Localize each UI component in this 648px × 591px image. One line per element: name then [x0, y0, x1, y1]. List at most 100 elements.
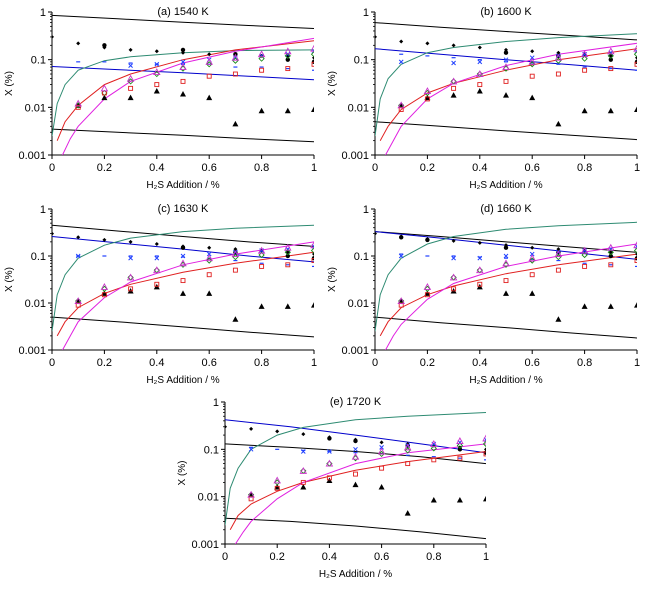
- y-axis-label: X (%): [327, 71, 338, 96]
- data-point-diamond-open: [633, 51, 637, 58]
- data-point-triangle: [450, 92, 457, 98]
- series-line-black: [52, 316, 314, 338]
- data-point-triangle-open: [325, 459, 334, 467]
- data-point-cross: [353, 446, 358, 452]
- data-point-diamond-open: [607, 249, 614, 256]
- series-line-black: [52, 224, 314, 247]
- x-tick-label: 1: [311, 162, 317, 174]
- y-tick-label: 0.01: [25, 298, 46, 310]
- chart-panel-1: 0.001 0.01 0.1 1 0 0.2 0.4 0.6 0.8 1 H₂S Addition …: [327, 6, 640, 191]
- data-point-cross: [451, 60, 456, 66]
- data-point-triangle-open: [205, 57, 213, 65]
- data-point-triangle: [180, 290, 186, 296]
- data-point-triangle-open: [205, 254, 213, 262]
- data-point-diamond: [128, 47, 133, 52]
- chart-title: (a) 1540 K: [157, 6, 209, 18]
- data-point-diamond-open: [633, 247, 637, 254]
- data-point-triangle: [555, 120, 562, 127]
- data-point-diamond: [451, 43, 456, 48]
- series-line-green: [375, 221, 637, 332]
- data-point-triangle-open: [377, 447, 386, 455]
- data-point-diamond-open: [456, 442, 464, 449]
- data-point-cross: [503, 57, 509, 63]
- data-point-triangle: [607, 107, 614, 114]
- data-point-circle: [353, 438, 358, 444]
- x-tick-label: 0.2: [97, 357, 112, 369]
- data-point-diamond-open: [430, 445, 437, 452]
- series-line-green: [52, 224, 314, 332]
- data-point-square-open: [285, 262, 291, 268]
- data-point-triangle-open: [231, 250, 240, 258]
- data-point-triangle: [529, 290, 536, 296]
- data-point-square-open: [431, 457, 437, 463]
- data-point-diamond: [102, 237, 107, 242]
- data-point-cross: [398, 59, 404, 65]
- data-point-triangle: [634, 106, 637, 113]
- data-point-triangle-open: [449, 77, 458, 85]
- data-point-diamond: [128, 239, 133, 244]
- data-point-triangle: [456, 497, 463, 503]
- data-point-square-open: [608, 262, 614, 268]
- data-point-circle: [285, 253, 290, 259]
- x-tick-label: 1: [634, 357, 640, 369]
- data-point-diamond: [233, 247, 238, 252]
- y-tick-label: 1: [363, 7, 369, 19]
- y-tick-label: 0.01: [348, 102, 369, 114]
- data-point-square-open: [555, 71, 561, 77]
- series-line-black: [375, 121, 637, 141]
- data-point-diamond-open: [581, 55, 588, 62]
- data-point-square-open: [555, 267, 561, 273]
- data-point-diamond-open: [482, 440, 486, 448]
- data-point-cross: [379, 445, 384, 450]
- series-line-green: [225, 412, 486, 526]
- data-point-diamond-open: [607, 52, 614, 60]
- data-point-square-open: [154, 82, 160, 88]
- data-point-circle: [503, 245, 509, 250]
- y-tick-label: 0.01: [25, 102, 46, 114]
- data-point-triangle-open: [284, 47, 292, 55]
- x-tick-label: 1: [483, 551, 489, 563]
- data-point-triangle-open: [257, 50, 266, 58]
- data-point-diamond: [52, 34, 54, 39]
- series-line-blue: [225, 419, 486, 454]
- x-axis-label: H₂S Addition / %: [319, 569, 392, 580]
- data-point-triangle: [206, 290, 213, 296]
- data-point-triangle-open: [397, 297, 405, 305]
- series-line-black: [375, 231, 637, 253]
- data-point-square-open: [259, 263, 265, 269]
- data-point-square-open: [274, 485, 280, 491]
- x-tick-label: 0.6: [202, 162, 217, 174]
- data-point-triangle: [352, 481, 359, 488]
- y-tick-label: 0.1: [354, 55, 369, 67]
- data-point-circle: [503, 50, 509, 55]
- plot-area: [375, 221, 637, 350]
- data-point-diamond: [154, 49, 159, 54]
- data-point-triangle-open: [247, 490, 255, 498]
- y-tick-label: 1: [213, 397, 219, 409]
- x-tick-label: 0.4: [149, 162, 164, 174]
- chart-title: (d) 1660 K: [480, 203, 532, 215]
- data-point-triangle-open: [423, 87, 432, 94]
- plot-area: [375, 22, 637, 155]
- x-tick-label: 0.8: [577, 162, 592, 174]
- y-tick-label: 0.001: [341, 150, 369, 162]
- series-line-blue: [52, 66, 314, 81]
- data-point-cross: [180, 253, 186, 259]
- series-line-magenta: [62, 241, 314, 350]
- x-axis-label: H₂S Addition / %: [146, 375, 219, 386]
- data-point-square-open: [424, 292, 430, 298]
- data-point-diamond: [52, 231, 54, 236]
- data-point-square-open: [180, 278, 186, 284]
- data-point-triangle-open: [153, 266, 161, 274]
- data-point-circle: [483, 450, 486, 455]
- data-point-triangle-open: [456, 437, 464, 444]
- data-point-triangle-open: [273, 476, 281, 484]
- data-point-triangle-open: [74, 297, 82, 305]
- data-point-square-open: [477, 281, 483, 287]
- data-point-triangle: [311, 106, 314, 113]
- data-point-diamond: [484, 447, 486, 452]
- x-tick-label: 0.4: [149, 357, 164, 369]
- data-point-circle: [327, 436, 332, 441]
- y-tick-label: 1: [363, 204, 369, 216]
